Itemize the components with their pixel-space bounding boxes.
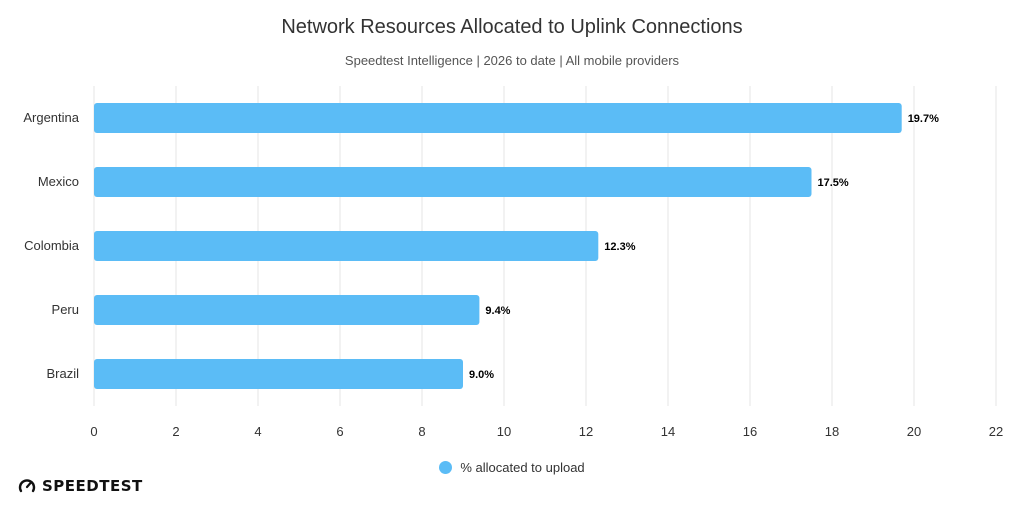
grid-lines [93,86,997,406]
bar[interactable] [94,103,902,133]
legend-label: % allocated to upload [460,460,585,475]
data-label: 17.5% [818,177,849,189]
category-label: Colombia [24,238,80,253]
bars [94,103,902,389]
data-label: 12.3% [604,241,635,253]
category-label: Brazil [46,366,79,381]
x-tick-label: 16 [743,424,757,439]
category-label: Argentina [23,110,79,125]
chart-title: Network Resources Allocated to Uplink Co… [281,16,743,38]
brand-name: SPEEDTEST [42,477,143,495]
x-tick-label: 14 [661,424,675,439]
x-tick-label: 18 [825,424,839,439]
category-label: Mexico [38,174,79,189]
data-label: 19.7% [908,113,939,125]
speedtest-gauge-icon [18,479,36,493]
speedtest-logo: SPEEDTEST [18,477,143,495]
x-tick-label: 22 [989,424,1003,439]
x-tick-label: 20 [907,424,921,439]
category-labels: Argentina Mexico Colombia Peru Brazil [23,110,79,381]
x-tick-labels: 0 2 4 6 8 10 12 14 16 18 20 22 [90,424,1003,439]
x-tick-label: 12 [579,424,593,439]
data-labels: 19.7% 17.5% 12.3% 9.4% 9.0% [469,113,939,381]
x-tick-label: 6 [336,424,343,439]
x-tick-label: 10 [497,424,511,439]
bar[interactable] [94,167,812,197]
x-tick-label: 0 [90,424,97,439]
category-label: Peru [52,302,79,317]
bar[interactable] [94,359,463,389]
x-tick-label: 4 [254,424,261,439]
chart-subtitle: Speedtest Intelligence | 2026 to date | … [344,53,680,68]
bar[interactable] [94,231,599,261]
legend[interactable]: % allocated to upload [0,460,1024,475]
data-label: 9.4% [485,305,510,317]
x-tick-label: 2 [172,424,179,439]
data-label: 9.0% [469,369,494,381]
x-tick-label: 8 [418,424,425,439]
legend-swatch [439,461,453,474]
bar[interactable] [94,295,480,325]
